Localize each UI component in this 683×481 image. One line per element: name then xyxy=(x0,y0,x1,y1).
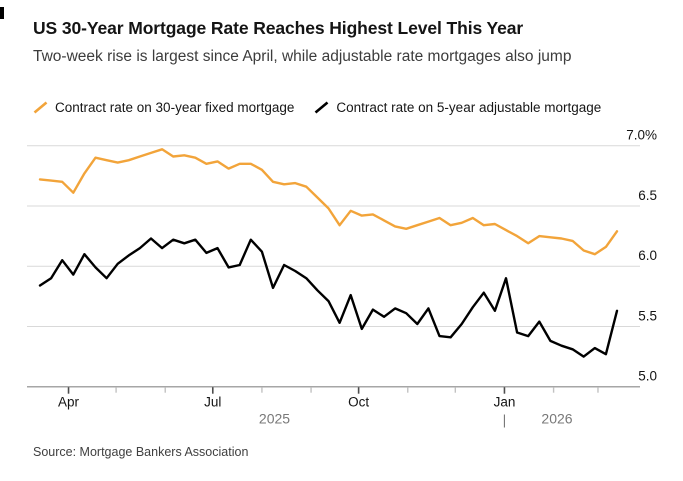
source-note: Source: Mortgage Bankers Association xyxy=(33,445,249,459)
chart-subtitle: Two-week rise is largest since April, wh… xyxy=(33,48,572,65)
y-axis-label: 5.0 xyxy=(638,369,657,384)
arm-mortgage-rate-line xyxy=(38,237,619,358)
year-separator: | xyxy=(503,412,507,428)
x-axis-month-label: Apr xyxy=(58,395,80,410)
fixed-mortgage-rate-line xyxy=(38,148,619,256)
year-label-2025: 2025 xyxy=(259,411,290,427)
legend-label-arm: Contract rate on 5-year adjustable mortg… xyxy=(336,100,602,115)
legend-item-arm-mortgage: Contract rate on 5-year adjustable mortg… xyxy=(314,100,601,115)
chart-legend: Contract rate on 30-year fixed mortgage … xyxy=(33,100,601,115)
x-axis-month-label: Jul xyxy=(204,395,221,410)
y-axis-label: 6.0 xyxy=(638,248,657,263)
year-label-2026: 2026 xyxy=(541,411,572,427)
legend-label-fixed: Contract rate on 30-year fixed mortgage xyxy=(55,100,295,115)
y-axis-label: 5.5 xyxy=(638,308,657,323)
fixed-mortgage-line-swatch-icon xyxy=(33,101,48,114)
legend-item-fixed-mortgage: Contract rate on 30-year fixed mortgage xyxy=(33,100,294,115)
page-corner-mark xyxy=(0,7,4,19)
arm-mortgage-line-swatch-icon xyxy=(315,101,329,114)
x-axis-month-label: Jan xyxy=(494,395,516,410)
chart-title: US 30-Year Mortgage Rate Reaches Highest… xyxy=(33,18,524,38)
y-axis-label: 6.5 xyxy=(638,188,657,203)
y-axis-label: 7.0% xyxy=(626,128,657,143)
x-axis-month-label: Oct xyxy=(348,395,369,410)
